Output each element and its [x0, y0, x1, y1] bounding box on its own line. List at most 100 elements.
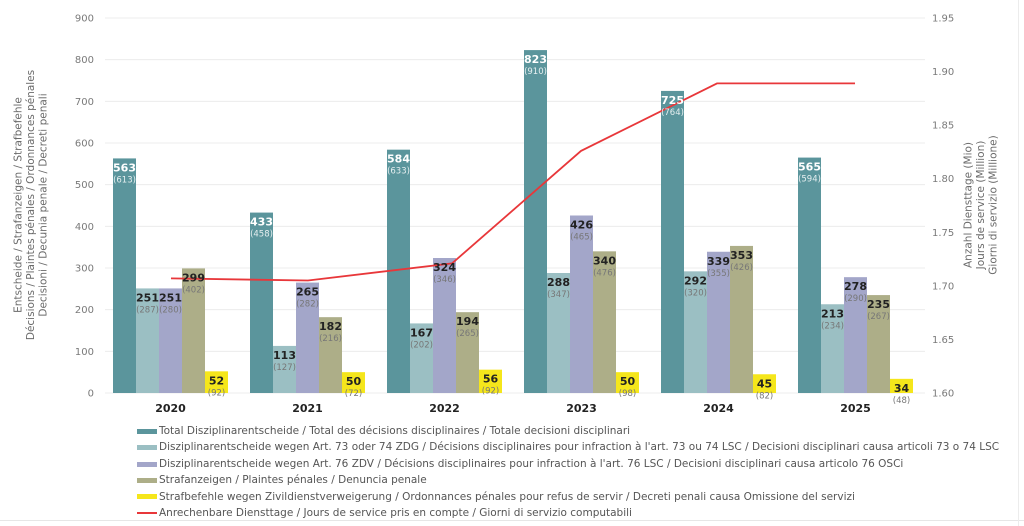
- secondary-value-label: (633): [387, 167, 410, 177]
- value-label: 50: [620, 375, 636, 388]
- left-tick-label: 200: [75, 305, 94, 316]
- bar: [319, 317, 342, 393]
- legend-swatch: [137, 477, 157, 483]
- value-label: 50: [346, 375, 362, 388]
- secondary-value-label: (764): [661, 108, 684, 118]
- value-label: 292: [684, 274, 707, 287]
- bar: [684, 271, 707, 393]
- value-label: 288: [547, 276, 570, 289]
- value-label: 339: [707, 255, 730, 268]
- legend: Total Disziplinarentscheide / Total des …: [137, 423, 999, 521]
- axis-label-line: Giorni di servizio (Millione): [988, 135, 1000, 274]
- right-tick-label: 1.95: [932, 14, 954, 25]
- value-label: 182: [319, 320, 342, 333]
- value-label: 167: [410, 326, 433, 339]
- secondary-value-label: (320): [684, 288, 707, 298]
- bar: [524, 50, 547, 393]
- bar: [296, 282, 319, 393]
- legend-item: Strafanzeigen / Plaintes pénales / Denun…: [137, 472, 999, 488]
- bar: [410, 323, 433, 393]
- value-label: 353: [730, 249, 753, 262]
- legend-item: Disziplinarentscheide wegen Art. 73 oder…: [137, 439, 999, 455]
- secondary-value-label: (98): [619, 389, 636, 399]
- bar: [707, 251, 730, 393]
- bar: [113, 158, 136, 393]
- secondary-value-label: (267): [867, 312, 890, 322]
- bar: [844, 277, 867, 393]
- legend-label: Disziplinarentscheide wegen Art. 76 ZDV …: [159, 457, 904, 470]
- value-label: 52: [209, 374, 224, 387]
- bar: [798, 157, 821, 393]
- left-tick-label: 0: [88, 389, 94, 400]
- frame-divider: [1018, 0, 1019, 526]
- x-axis-categories: 2020 2021 2022 2023 2024 2025: [155, 402, 871, 415]
- left-tick-label: 500: [75, 180, 94, 191]
- bar: [205, 371, 228, 393]
- secondary-value-label: (287): [136, 305, 159, 315]
- bar: [661, 90, 684, 394]
- legend-swatch: [137, 512, 157, 515]
- right-tick-label: 1.85: [932, 121, 954, 132]
- secondary-value-label: (92): [482, 387, 499, 397]
- bars: [113, 50, 913, 394]
- value-label: 251: [159, 291, 182, 304]
- bar: [250, 212, 273, 393]
- bar: [593, 251, 616, 393]
- secondary-value-label: (347): [547, 290, 570, 300]
- value-label: 725: [661, 94, 684, 107]
- secondary-value-label: (265): [456, 329, 479, 339]
- value-label: 823: [524, 53, 547, 66]
- value-label: 299: [182, 271, 205, 284]
- secondary-value-label: (346): [433, 275, 456, 285]
- line-series: [170, 82, 856, 282]
- category-label: 2022: [429, 402, 460, 415]
- legend-label: Strafanzeigen / Plaintes pénales / Denun…: [159, 474, 427, 487]
- secondary-value-label: (234): [821, 321, 844, 331]
- value-label: 194: [456, 315, 479, 328]
- right-axis-ticks: 1.60 1.65 1.70 1.75 1.80 1.85 1.90 1.95: [932, 14, 954, 400]
- frame-divider: [0, 520, 1024, 521]
- right-tick-label: 1.90: [932, 67, 954, 78]
- category-label: 2020: [155, 402, 186, 415]
- secondary-value-label: (290): [844, 294, 867, 304]
- bar: [570, 215, 593, 393]
- secondary-value-label: (465): [570, 233, 593, 243]
- legend-swatch: [137, 461, 157, 467]
- legend-swatch: [137, 494, 157, 500]
- left-tick-label: 300: [75, 264, 94, 275]
- bar: [433, 258, 456, 393]
- bar: [456, 312, 479, 393]
- value-label: 265: [296, 286, 319, 299]
- value-label: 251: [136, 291, 159, 304]
- bar: [342, 372, 365, 393]
- left-tick-label: 600: [75, 139, 94, 150]
- legend-swatch: [137, 428, 157, 434]
- secondary-value-label: (282): [296, 300, 319, 310]
- axis-label-line: Decisioni / Decunia penale / Decreti pen…: [38, 93, 50, 316]
- secondary-value-label: (594): [798, 175, 821, 185]
- secondary-value-label: (92): [208, 388, 225, 398]
- right-tick-label: 1.60: [932, 389, 954, 400]
- axis-label-line: Décisions / Plaintes pénales / Ordonnanc…: [25, 70, 37, 340]
- legend-item: Total Disziplinarentscheide / Total des …: [137, 423, 999, 439]
- value-label: 563: [113, 161, 136, 174]
- value-label: 34: [894, 382, 910, 395]
- category-label: 2021: [292, 402, 323, 415]
- axis-label-line: Entscheide / Strafanzeigen / Strafbefehl…: [13, 97, 25, 313]
- left-tick-label: 900: [75, 14, 94, 25]
- data-labels: 563(613)251(287)251(280)299(402)52(92)43…: [113, 53, 910, 406]
- value-label: 565: [798, 161, 821, 174]
- right-axis-label: Anzahl Diensttage (Mio)Jours de service …: [963, 135, 1000, 274]
- value-label: 324: [433, 261, 456, 274]
- axis-label-line: Jours de service (Million): [975, 141, 987, 271]
- secondary-value-label: (613): [113, 175, 136, 185]
- gridlines: [105, 17, 925, 394]
- secondary-value-label: (280): [159, 305, 182, 315]
- legend-item: Anrechenbare Diensttage / Jours de servi…: [137, 505, 999, 521]
- legend-label: Strafbefehle wegen Zivildienstverweigeru…: [159, 490, 855, 503]
- right-tick-label: 1.65: [932, 335, 954, 346]
- secondary-value-label: (402): [182, 285, 205, 295]
- value-label: 433: [250, 216, 273, 229]
- legend-item: Disziplinarentscheide wegen Art. 76 ZDV …: [137, 456, 999, 472]
- category-label: 2025: [840, 402, 871, 415]
